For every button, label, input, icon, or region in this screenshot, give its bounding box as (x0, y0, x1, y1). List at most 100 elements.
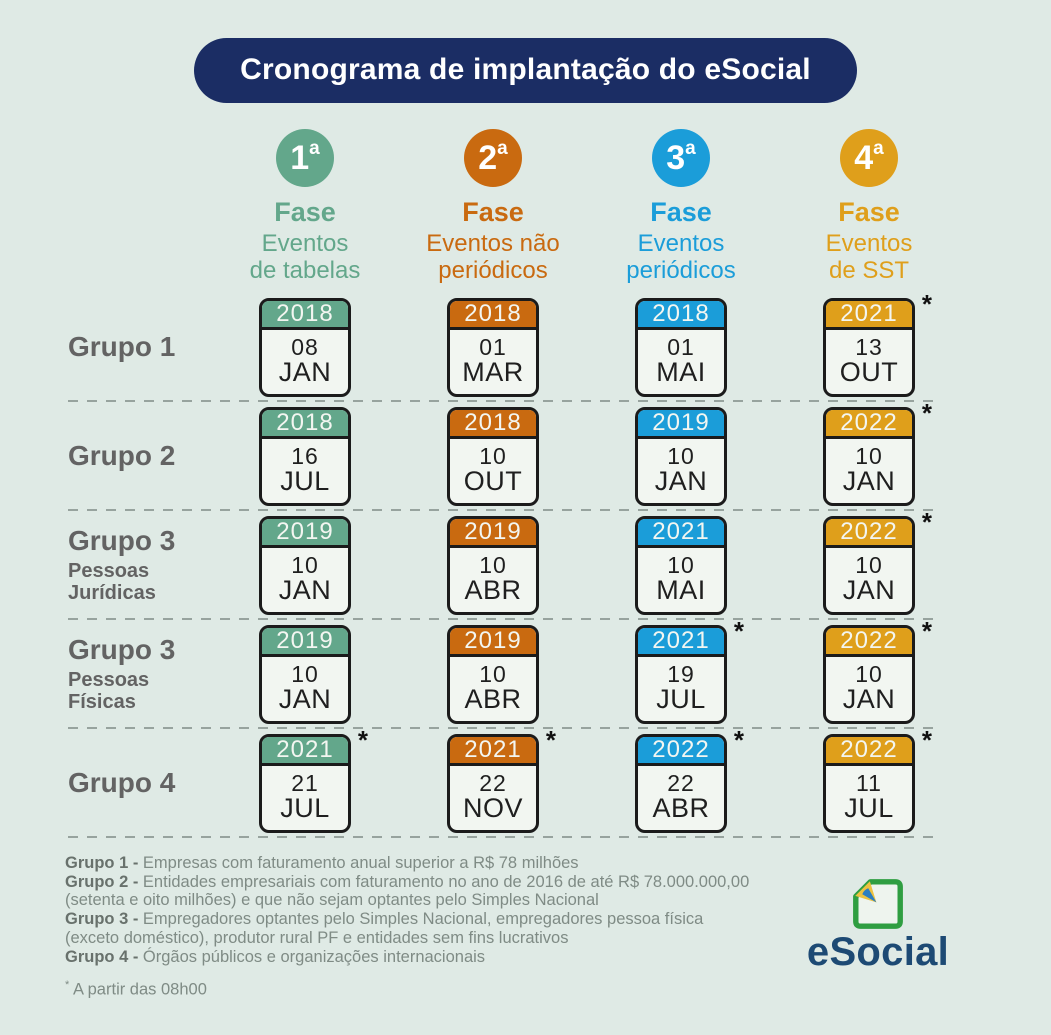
calendar-month: JAN (842, 683, 896, 714)
group-label: Grupo 1 (40, 331, 211, 363)
calendar-month: JUL (280, 465, 330, 496)
calendar-date: 11 JUL (826, 766, 912, 830)
calendar-year: 2019 (450, 627, 536, 657)
calendar-card: 2019 10 ABR (447, 515, 539, 615)
calendar-year: 2022 (826, 627, 912, 657)
calendar-card: 2018 10 OUT (447, 406, 539, 506)
calendar-date: 10 JAN (826, 439, 912, 503)
calendar-card: 2019 10 JAN (635, 406, 727, 506)
calendar-date: 22 NOV (450, 766, 536, 830)
calendar-month: JAN (842, 574, 896, 605)
date-cell: 2022 11 JUL * (823, 727, 932, 833)
calendar-year: 2019 (262, 518, 348, 548)
phase-label: Fase (650, 197, 712, 227)
calendar-year: 2022 (826, 518, 912, 548)
calendar-day: 21 (291, 769, 319, 796)
esocial-logo-text: eSocial (806, 929, 950, 974)
calendar-date: 10 MAI (638, 548, 724, 612)
date-cell: 2019 10 ABR (447, 515, 539, 615)
phase-ordinal: a (685, 137, 696, 159)
calendar-year: 2021 (262, 736, 348, 766)
calendar-date: 10 OUT (450, 439, 536, 503)
legend-group-text: Empresas com faturamento anual superior … (142, 853, 579, 872)
calendar-card: 2022 10 JAN (823, 406, 915, 506)
calendar-date: 21 JUL (262, 766, 348, 830)
calendar-date: 22 ABR (638, 766, 724, 830)
calendar-day: 10 (855, 442, 883, 469)
legend-group-prefix: Grupo 3 - (65, 910, 143, 929)
calendar-month: JUL (844, 792, 894, 823)
group-name: Grupo 3 (68, 634, 176, 666)
date-cell: 2018 01 MAI (635, 297, 727, 397)
esocial-logo: eSocial (763, 854, 993, 999)
date-cell: 2018 16 JUL (259, 406, 351, 506)
date-cell: 2019 10 JAN (259, 624, 351, 724)
phase-description: Eventos de SST (775, 230, 963, 285)
calendar-year: 2019 (638, 409, 724, 439)
calendar-day: 01 (479, 333, 507, 360)
calendar-year: 2018 (262, 300, 348, 330)
asterisk-marker: * (921, 724, 932, 755)
calendar-card: 2021 22 NOV (447, 733, 539, 833)
row-divider (68, 726, 940, 729)
footnote-marker: * (65, 978, 70, 991)
calendar-card: 2022 22 ABR (635, 733, 727, 833)
date-cell: 2021 21 JUL * (259, 727, 368, 833)
group-row: Grupo 3 Pessoas Jurídicas 2019 10 JAN 20… (40, 509, 1051, 620)
calendar-year: 2021 (638, 627, 724, 657)
legend-line: Grupo 1 - Empresas com faturamento anual… (65, 854, 760, 873)
group-row: Grupo 2 2018 16 JUL 2018 10 OUT 2019 10 … (40, 400, 1051, 511)
calendar-month: NOV (462, 792, 523, 823)
calendar-year: 2022 (826, 409, 912, 439)
calendar-day: 11 (856, 769, 882, 796)
calendar-card: 2021 13 OUT (823, 297, 915, 397)
calendar-year: 2018 (262, 409, 348, 439)
calendar-month: JAN (842, 465, 896, 496)
date-cell: 2018 08 JAN (259, 297, 351, 397)
phase-description-line2: periódicos (438, 257, 548, 285)
phase-numeral: 3 (666, 139, 686, 177)
date-cell: 2022 10 JAN * (823, 400, 932, 506)
page-title: Cronograma de implantação do eSocial (240, 53, 811, 86)
calendar-year: 2021 (638, 518, 724, 548)
group-label: Grupo 3 Pessoas Físicas (40, 634, 211, 714)
calendar-day: 10 (479, 551, 507, 578)
calendar-month: OUT (839, 356, 899, 387)
footnote-text: A partir das 08h00 (69, 980, 207, 998)
phase-numeral: 4 (854, 139, 874, 177)
calendar-date: 10 ABR (450, 548, 536, 612)
phase-description: Eventos não periódicos (399, 230, 587, 285)
schedule-rows: Grupo 1 2018 08 JAN 2018 01 MAR 2018 01 … (0, 291, 1051, 838)
phase-description-line2: de SST (828, 257, 910, 285)
group-name: Grupo 3 (68, 525, 176, 557)
legend-line: Grupo 4 - Órgãos públicos e organizações… (65, 948, 760, 967)
phase-ordinal: a (309, 137, 320, 159)
calendar-date: 01 MAR (450, 330, 536, 394)
phase-row-spacer (40, 129, 211, 285)
calendar-date: 13 OUT (826, 330, 912, 394)
calendar-card: 2018 01 MAR (447, 297, 539, 397)
footnote: * A partir das 08h00 (65, 979, 760, 1000)
calendar-card: 2019 10 JAN (259, 624, 351, 724)
calendar-day: 10 (291, 660, 319, 687)
phase-label: Fase (462, 197, 524, 227)
calendar-card: 2022 10 JAN (823, 624, 915, 724)
calendar-card: 2021 21 JUL (259, 733, 351, 833)
legend-group-text: Empregadores optantes pelo Simples Nacio… (65, 910, 704, 947)
calendar-year: 2021 (826, 300, 912, 330)
calendar-year: 2022 (826, 736, 912, 766)
calendar-year: 2022 (638, 736, 724, 766)
calendar-month: MAI (656, 574, 706, 605)
group-row: Grupo 3 Pessoas Físicas 2019 10 JAN 2019… (40, 618, 1051, 729)
calendar-day: 10 (479, 442, 507, 469)
calendar-card: 2022 10 JAN (823, 515, 915, 615)
row-divider (68, 508, 940, 511)
calendar-day: 19 (667, 660, 695, 687)
title-banner: Cronograma de implantação do eSocial (194, 38, 857, 103)
calendar-year: 2019 (450, 518, 536, 548)
date-cell: 2022 22 ABR * (635, 727, 744, 833)
